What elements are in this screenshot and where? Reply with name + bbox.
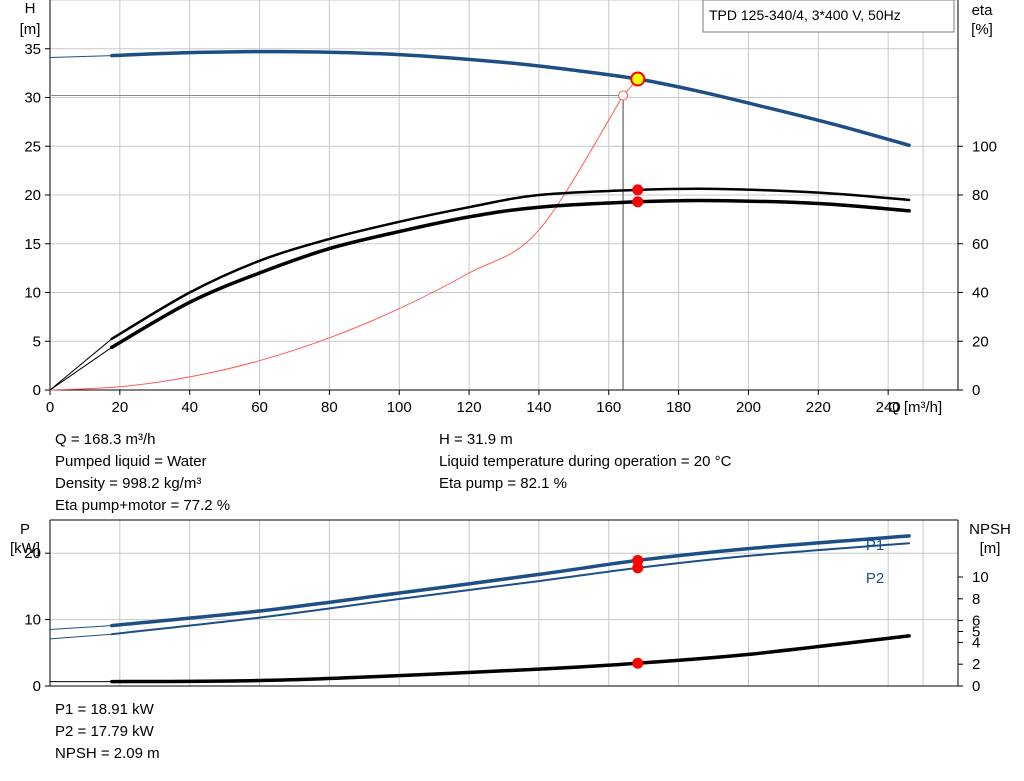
npsh-curve xyxy=(110,634,911,684)
h-tick-label-6: 30 xyxy=(24,90,41,107)
h-tick-label-3: 15 xyxy=(24,236,41,253)
x-tick-label-11: 220 xyxy=(806,399,831,416)
p1-curve xyxy=(110,534,911,628)
system-curve xyxy=(49,95,624,391)
p2-curve xyxy=(110,542,911,636)
head-operating-marker xyxy=(630,71,646,87)
npsh-axis-unit: [m] xyxy=(980,540,1001,557)
h-tick-label-2: 10 xyxy=(24,285,41,302)
x-tick-label-3: 60 xyxy=(251,399,268,416)
info-pumped-liquid: Pumped liquid = Water xyxy=(55,453,207,470)
npsh-tick-label-1: 2 xyxy=(972,656,980,673)
p-axis-label: P xyxy=(20,521,30,538)
eta-tick-label-5: 100 xyxy=(972,138,997,155)
title-box-text: TPD 125-340/4, 3*400 V, 50Hz xyxy=(709,7,901,23)
npsh-tick-label-3: 5 xyxy=(972,624,980,641)
npsh-tick-label-0: 0 xyxy=(972,678,980,695)
x-tick-label-8: 160 xyxy=(596,399,621,416)
eta-tick-label-2: 40 xyxy=(972,285,989,302)
npsh-tick-label-6: 10 xyxy=(972,569,989,586)
eta-axis-unit: [%] xyxy=(971,21,993,38)
eta-axis-label: eta xyxy=(972,2,994,19)
head-curve-extension xyxy=(49,55,112,59)
info-eta-pump-motor: Eta pump+motor = 77.2 % xyxy=(55,497,231,514)
info-bottom: P1 = 18.91 kW P2 = 17.79 kW NPSH = 2.09 … xyxy=(55,699,160,765)
h-axis-unit: [m] xyxy=(20,21,41,38)
info-npsh: NPSH = 2.09 m xyxy=(55,745,160,762)
p-tick-label-2: 20 xyxy=(24,545,41,562)
info-left: Q = 168.3 m³/h Pumped liquid = Water Den… xyxy=(55,429,230,517)
info-p2: P2 = 17.79 kW xyxy=(55,723,154,740)
x-tick-label-4: 80 xyxy=(321,399,338,416)
eta-pump-curve-extension xyxy=(49,338,113,391)
x-tick-label-10: 200 xyxy=(736,399,761,416)
h-axis-label: H xyxy=(25,0,36,17)
p2-series-label: P2 xyxy=(866,570,884,587)
p2-curve-extension xyxy=(49,633,112,640)
eta-pump-marker xyxy=(632,184,644,196)
info-right: H = 31.9 m Liquid temperature during ope… xyxy=(439,429,731,495)
h-tick-label-1: 5 xyxy=(33,333,41,350)
info-density: Density = 998.2 kg/m³ xyxy=(55,475,202,492)
eta-pump-motor-curve-extension xyxy=(49,346,113,391)
eta-tick-label-1: 20 xyxy=(972,333,989,350)
eta-tick-label-4: 80 xyxy=(972,187,989,204)
p-axis-unit: [kW] xyxy=(10,540,40,557)
p2-operating-marker xyxy=(632,562,644,574)
eta-tick-label-3: 60 xyxy=(972,236,989,253)
info-p1: P1 = 18.91 kW xyxy=(55,701,154,718)
info-eta-pump: Eta pump = 82.1 % xyxy=(439,475,567,492)
info-liquid-temperature: Liquid temperature during operation = 20… xyxy=(439,453,732,470)
x-axis-label: Q [m³/h] xyxy=(888,399,942,416)
p1-series-label: P1 xyxy=(866,537,884,554)
eta-tick-label-0: 0 xyxy=(972,382,980,399)
p1-curve-extension xyxy=(49,625,112,631)
x-tick-label-5: 100 xyxy=(387,399,412,416)
npsh-tick-label-5: 8 xyxy=(972,591,980,608)
p-tick-label-0: 0 xyxy=(33,678,41,695)
npsh-tick-label-4: 6 xyxy=(972,613,980,630)
h-tick-label-4: 20 xyxy=(24,187,41,204)
x-tick-label-1: 20 xyxy=(112,399,129,416)
x-tick-label-0: 0 xyxy=(46,399,54,416)
p-tick-label-1: 10 xyxy=(24,612,41,629)
reference-point-marker xyxy=(618,90,629,101)
eta-pump-motor-curve xyxy=(110,198,911,350)
info-flow: Q = 168.3 m³/h xyxy=(55,431,156,448)
head-curve xyxy=(110,49,911,148)
x-tick-label-2: 40 xyxy=(181,399,198,416)
npsh-operating-marker xyxy=(632,657,644,669)
x-tick-label-12: 240 xyxy=(876,399,901,416)
h-tick-label-5: 25 xyxy=(24,138,41,155)
x-tick-label-7: 140 xyxy=(526,399,551,416)
title-box xyxy=(702,0,955,33)
x-tick-label-6: 120 xyxy=(457,399,482,416)
eta-total-marker xyxy=(632,196,644,208)
npsh-axis-label: NPSH xyxy=(969,521,1011,538)
info-head: H = 31.9 m xyxy=(439,431,513,448)
npsh-tick-label-2: 4 xyxy=(972,634,980,651)
h-tick-label-0: 0 xyxy=(33,382,41,399)
x-tick-label-9: 180 xyxy=(666,399,691,416)
eta-pump-curve xyxy=(110,187,911,341)
h-tick-label-7: 35 xyxy=(24,41,41,58)
